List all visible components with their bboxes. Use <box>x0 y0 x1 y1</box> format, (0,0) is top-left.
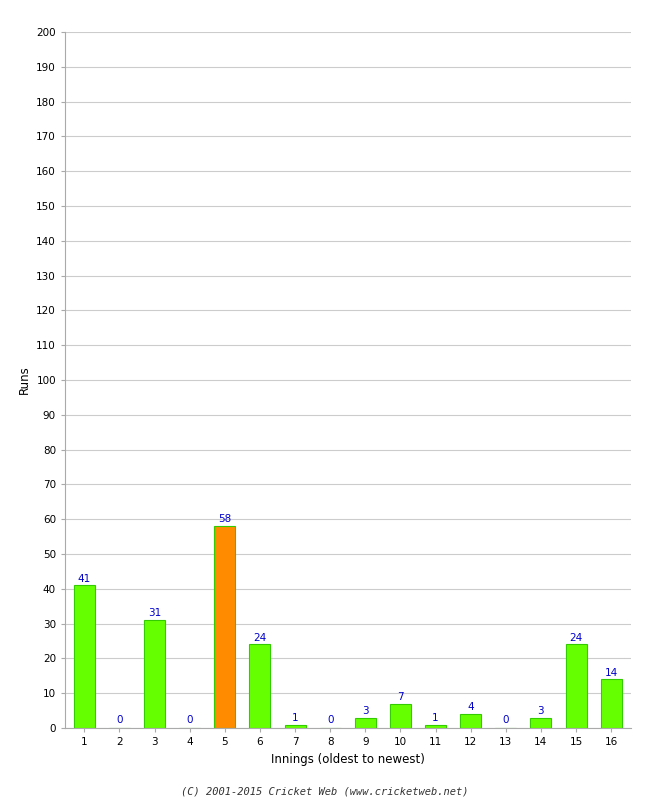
Text: 0: 0 <box>327 715 333 726</box>
Bar <box>285 725 306 728</box>
X-axis label: Innings (oldest to newest): Innings (oldest to newest) <box>271 753 424 766</box>
Text: 0: 0 <box>502 715 509 726</box>
Text: 41: 41 <box>78 574 91 583</box>
Bar <box>355 718 376 728</box>
Bar <box>460 714 481 728</box>
Text: 58: 58 <box>218 514 231 525</box>
Bar <box>566 645 586 728</box>
Text: 3: 3 <box>538 706 544 716</box>
Bar <box>530 718 551 728</box>
Bar <box>601 679 621 728</box>
Text: 0: 0 <box>116 715 123 726</box>
Y-axis label: Runs: Runs <box>18 366 31 394</box>
Text: 3: 3 <box>362 706 369 716</box>
Text: 1: 1 <box>432 713 439 722</box>
Text: 4: 4 <box>467 702 474 712</box>
Text: 24: 24 <box>254 633 266 642</box>
Bar <box>144 620 165 728</box>
Text: 0: 0 <box>187 715 193 726</box>
Bar <box>74 586 95 728</box>
Bar <box>250 645 270 728</box>
Text: 1: 1 <box>292 713 298 722</box>
Text: 7: 7 <box>397 692 404 702</box>
Bar <box>390 704 411 728</box>
Bar <box>214 526 235 728</box>
Text: 24: 24 <box>569 633 582 642</box>
Text: 31: 31 <box>148 608 161 618</box>
Bar <box>425 725 446 728</box>
Text: (C) 2001-2015 Cricket Web (www.cricketweb.net): (C) 2001-2015 Cricket Web (www.cricketwe… <box>181 786 469 796</box>
Text: 14: 14 <box>604 667 617 678</box>
